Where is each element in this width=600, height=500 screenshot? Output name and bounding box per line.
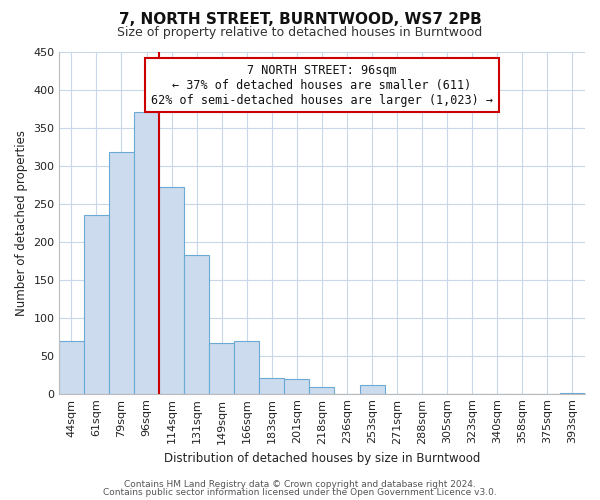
Bar <box>209 342 234 394</box>
Y-axis label: Number of detached properties: Number of detached properties <box>15 130 28 316</box>
Bar <box>109 152 134 394</box>
Bar <box>134 112 159 394</box>
Bar <box>284 379 310 394</box>
Bar <box>234 341 259 394</box>
Text: Size of property relative to detached houses in Burntwood: Size of property relative to detached ho… <box>118 26 482 39</box>
Bar <box>259 378 284 394</box>
X-axis label: Distribution of detached houses by size in Burntwood: Distribution of detached houses by size … <box>164 452 480 465</box>
Text: Contains HM Land Registry data © Crown copyright and database right 2024.: Contains HM Land Registry data © Crown c… <box>124 480 476 489</box>
Bar <box>184 255 209 394</box>
Bar <box>59 341 84 394</box>
Text: 7 NORTH STREET: 96sqm
← 37% of detached houses are smaller (611)
62% of semi-det: 7 NORTH STREET: 96sqm ← 37% of detached … <box>151 64 493 106</box>
Bar <box>310 387 334 394</box>
Bar <box>560 393 585 394</box>
Bar <box>359 385 385 394</box>
Text: Contains public sector information licensed under the Open Government Licence v3: Contains public sector information licen… <box>103 488 497 497</box>
Text: 7, NORTH STREET, BURNTWOOD, WS7 2PB: 7, NORTH STREET, BURNTWOOD, WS7 2PB <box>119 12 481 28</box>
Bar <box>84 216 109 394</box>
Bar <box>159 187 184 394</box>
